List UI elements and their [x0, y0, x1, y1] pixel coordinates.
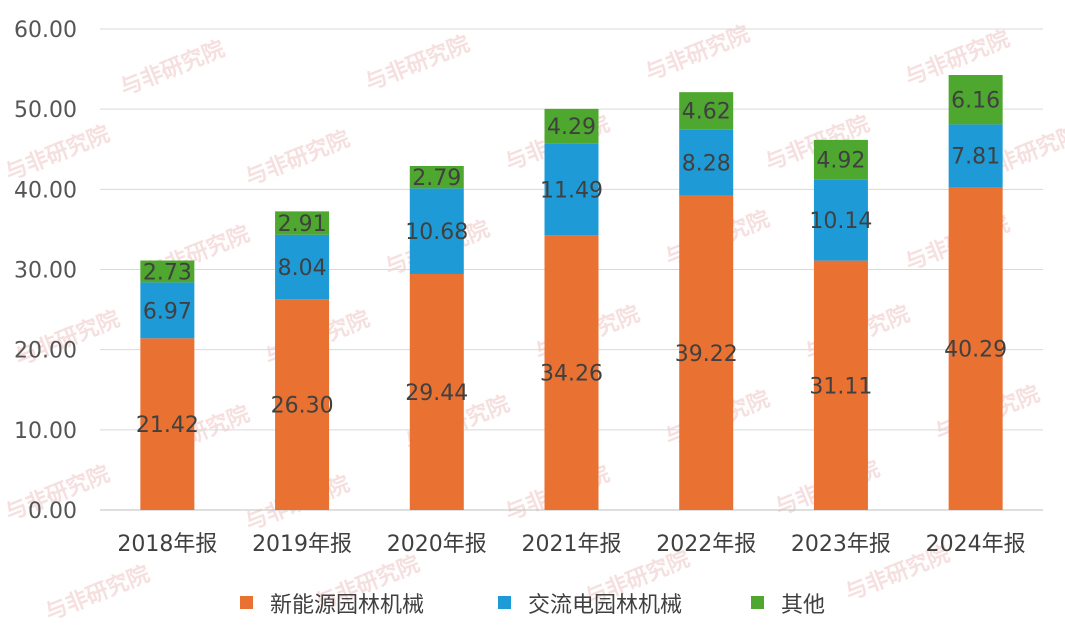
bar-segment [813, 139, 868, 180]
category-label: 2024年报 [926, 532, 1026, 557]
category-label: 2018年报 [117, 532, 217, 557]
data-label: 11.49 [540, 178, 603, 203]
bar-segment [544, 143, 599, 236]
bar-segment [409, 166, 464, 189]
data-label: 10.14 [809, 209, 872, 234]
data-label: 2.91 [278, 212, 327, 237]
bar-segment [948, 187, 1003, 511]
bar-segment [544, 235, 599, 510]
bar-segment [679, 92, 734, 130]
data-label: 34.26 [540, 362, 603, 387]
watermark-text: 与非研究院 [2, 121, 114, 186]
category-label: 2021年报 [522, 532, 622, 557]
data-label: 8.28 [682, 151, 731, 176]
data-label: 6.97 [143, 299, 192, 324]
watermark-text: 与非研究院 [362, 31, 474, 96]
bar-segment [140, 282, 195, 339]
legend-label: 其他 [781, 593, 825, 618]
bar-segment [948, 124, 1003, 188]
y-tick-label: 0.00 [28, 499, 77, 524]
category-label: 2022年报 [656, 532, 756, 557]
data-label: 10.68 [405, 220, 468, 245]
data-label: 2.73 [143, 260, 192, 285]
watermark-text: 与非研究院 [42, 561, 154, 626]
bar-segment [948, 75, 1003, 125]
bar-segment [409, 188, 464, 274]
bar-segment [679, 129, 734, 196]
bar-segment [275, 299, 330, 510]
bar-segment [679, 195, 734, 510]
legend-swatch [498, 596, 511, 609]
data-label: 31.11 [809, 374, 872, 399]
y-tick-label: 30.00 [14, 259, 77, 284]
y-tick-label: 10.00 [14, 419, 77, 444]
data-label: 4.29 [547, 115, 596, 140]
bar-segment [275, 234, 330, 300]
data-label: 7.81 [951, 145, 1000, 170]
legend-swatch [240, 596, 253, 609]
data-label: 40.29 [944, 338, 1007, 363]
watermark-text: 与非研究院 [117, 36, 229, 101]
data-label: 2.79 [412, 166, 461, 191]
legend-swatch [751, 596, 764, 609]
data-label: 39.22 [675, 342, 738, 367]
data-label: 21.42 [136, 413, 199, 438]
category-label: 2019年报 [252, 532, 352, 557]
bar-segment [813, 260, 868, 510]
data-label: 8.04 [278, 256, 327, 281]
data-label: 4.92 [816, 149, 865, 174]
y-tick-label: 20.00 [14, 339, 77, 364]
watermark-text: 与非研究院 [642, 21, 754, 86]
bar-segment [140, 338, 195, 510]
data-label: 29.44 [405, 381, 468, 406]
legend-label: 新能源园林机械 [270, 593, 424, 618]
bar-segment [813, 179, 868, 261]
y-tick-label: 60.00 [14, 18, 77, 43]
y-tick-label: 40.00 [14, 178, 77, 203]
data-label: 6.16 [951, 89, 1000, 114]
bar-segment [275, 211, 330, 235]
category-label: 2020年报 [387, 532, 487, 557]
category-label: 2023年报 [791, 532, 891, 557]
bar-segment [409, 273, 464, 510]
bar-segment [140, 260, 195, 283]
bar-segment [544, 108, 599, 144]
data-label: 4.62 [682, 100, 731, 125]
data-label: 26.30 [271, 394, 334, 419]
y-tick-label: 50.00 [14, 98, 77, 123]
legend-label: 交流电园林机械 [528, 593, 682, 618]
watermark-text: 与非研究院 [242, 126, 354, 191]
